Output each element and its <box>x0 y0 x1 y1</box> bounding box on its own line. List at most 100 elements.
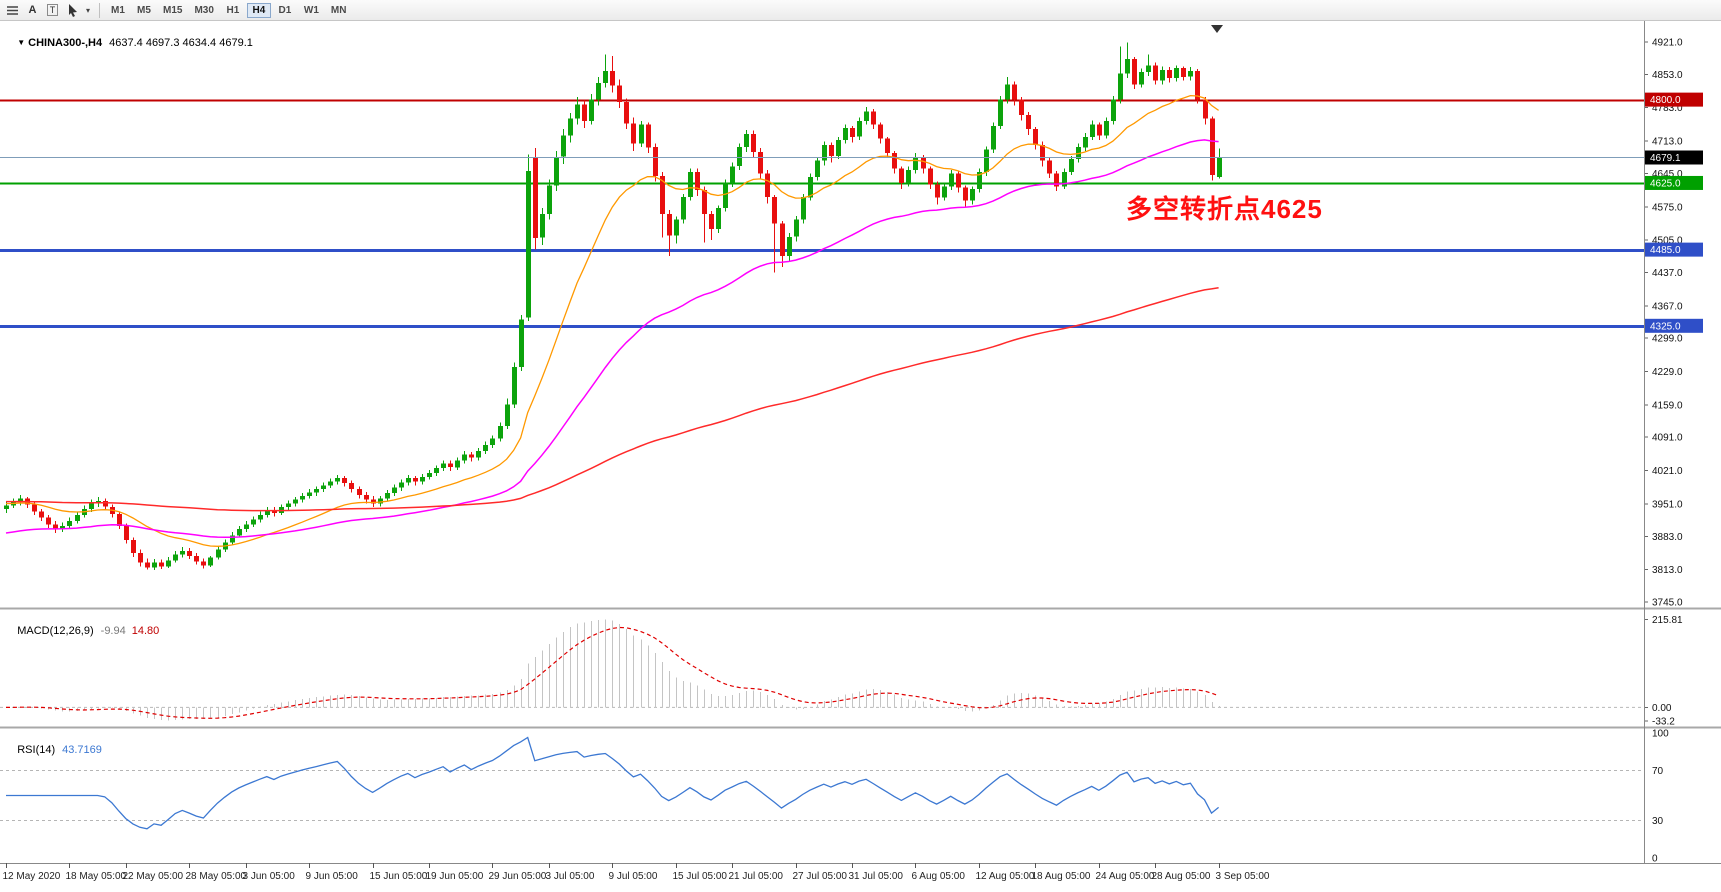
candle-body <box>75 514 80 522</box>
price-badge: 4800.0 <box>1645 92 1703 107</box>
candle-body <box>1062 172 1067 187</box>
candle-body <box>744 133 749 148</box>
candle-body <box>526 171 531 318</box>
svg-text:22 May 05:00: 22 May 05:00 <box>123 871 184 882</box>
svg-text:4437.0: 4437.0 <box>1652 268 1683 279</box>
timeframe-m5-button[interactable]: M5 <box>137 4 151 16</box>
svg-text:30: 30 <box>1652 816 1664 827</box>
cursor-tool-icon[interactable] <box>63 2 82 19</box>
candle-body <box>843 128 848 141</box>
candle-body <box>498 425 503 439</box>
candle-body <box>681 197 686 220</box>
svg-text:4159.0: 4159.0 <box>1652 400 1683 411</box>
timeframe-h1-button[interactable]: H1 <box>226 4 240 16</box>
candle-body <box>1047 160 1052 174</box>
rsi-title: RSI(14) <box>17 744 56 756</box>
candle-body <box>483 444 488 452</box>
time-axis[interactable] <box>0 864 1721 892</box>
candle-body <box>610 71 615 86</box>
svg-text:18 Aug 05:00: 18 Aug 05:00 <box>1032 871 1091 882</box>
svg-text:4921.0: 4921.0 <box>1652 38 1683 49</box>
candle-body <box>596 83 601 100</box>
candle-body <box>173 554 178 561</box>
candle-body <box>265 510 270 515</box>
candle-body <box>758 152 763 174</box>
toolbar-separator <box>99 2 100 18</box>
ma-mid-magenta-line <box>5 139 1219 539</box>
svg-text:4625.0: 4625.0 <box>1650 178 1681 189</box>
chart-plot-area[interactable] <box>0 21 1644 863</box>
candle-body <box>342 478 347 483</box>
text-label-icon[interactable]: T <box>43 2 62 19</box>
candle-body <box>328 481 333 486</box>
svg-text:3 Jul 05:00: 3 Jul 05:00 <box>546 871 595 882</box>
font-icon[interactable]: A <box>28 4 37 16</box>
ohlc-values: 4637.4 4697.3 4634.4 4679.1 <box>109 37 253 49</box>
candle-body <box>124 525 129 541</box>
candle-body <box>216 549 221 558</box>
svg-text:27 Jul 05:00: 27 Jul 05:00 <box>793 871 848 882</box>
candle-body <box>117 513 122 526</box>
candle-body <box>18 498 23 502</box>
candle-body <box>646 124 651 148</box>
candle-body <box>180 551 185 555</box>
candle-body <box>208 557 213 566</box>
candle-body <box>455 460 460 468</box>
candle-body <box>575 104 580 119</box>
dropdown-caret-icon[interactable]: ▾ <box>85 5 90 15</box>
candle-body <box>892 153 897 169</box>
candle-body <box>1040 144 1045 161</box>
candle-body <box>751 133 756 152</box>
svg-text:3745.0: 3745.0 <box>1652 598 1683 609</box>
candle-body <box>1125 59 1130 74</box>
chart-shift-marker[interactable] <box>1211 25 1223 33</box>
candle-body <box>984 149 989 172</box>
timeframe-w1-button[interactable]: W1 <box>303 4 319 16</box>
chart-list-icon[interactable] <box>3 2 22 19</box>
macd-signal-value: 14.80 <box>131 625 160 637</box>
candle-body <box>554 156 559 186</box>
cursor-icon-glyph <box>69 3 77 17</box>
candle-body <box>39 511 44 518</box>
candle-body <box>1019 99 1024 115</box>
candle-body <box>568 118 573 136</box>
horizontal-lines <box>0 99 1644 328</box>
timeframe-d1-button[interactable]: D1 <box>278 4 292 16</box>
candle-body <box>286 503 291 508</box>
timeframe-m1-button[interactable]: M1 <box>111 4 125 16</box>
svg-text:4021.0: 4021.0 <box>1652 466 1683 477</box>
candle-body <box>378 498 383 504</box>
annotation-text[interactable]: 多空转折点4625 <box>1126 194 1323 224</box>
candle-body <box>230 535 235 543</box>
candle-body <box>1097 124 1102 136</box>
svg-text:31 Jul 05:00: 31 Jul 05:00 <box>849 871 904 882</box>
svg-text:12 May 2020: 12 May 2020 <box>3 871 61 882</box>
candle-body <box>906 170 911 183</box>
collapse-icon[interactable]: ▼ <box>17 38 26 47</box>
timeframe-mn-button[interactable]: MN <box>330 4 347 16</box>
candle-body <box>476 451 481 458</box>
timeframe-h4-button[interactable]: H4 <box>246 2 271 18</box>
candle-body <box>335 478 340 482</box>
timeframe-m30-button[interactable]: M30 <box>194 4 214 16</box>
candle-body <box>660 175 665 214</box>
candle-body <box>152 562 157 568</box>
candle-body <box>462 454 467 461</box>
svg-text:0: 0 <box>1652 854 1658 865</box>
candle-body <box>928 168 933 185</box>
candle-body <box>801 197 806 220</box>
timeframe-m15-button[interactable]: M15 <box>163 4 183 16</box>
svg-text:24 Aug 05:00: 24 Aug 05:00 <box>1096 871 1155 882</box>
candle-body <box>194 555 199 562</box>
candle-body <box>702 190 707 214</box>
candle-body <box>688 172 693 198</box>
svg-text:18 May 05:00: 18 May 05:00 <box>66 871 127 882</box>
svg-text:15 Jun 05:00: 15 Jun 05:00 <box>370 871 428 882</box>
macd-histogram <box>13 619 1220 721</box>
candle-body <box>977 172 982 190</box>
candle-body <box>737 147 742 167</box>
candle-body <box>201 561 206 566</box>
svg-text:4325.0: 4325.0 <box>1650 321 1681 332</box>
chart-header: ▼ CHINA300-,H4 4637.4 4697.3 4634.4 4679.1 <box>5 25 253 61</box>
